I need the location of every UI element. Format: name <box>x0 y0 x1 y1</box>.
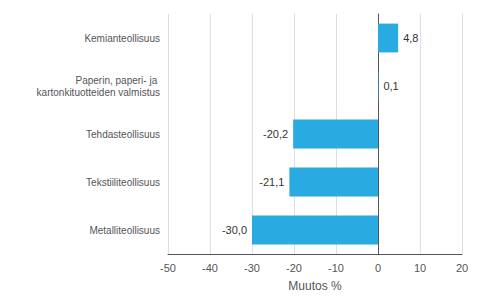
svg-text:Tehdasteollisuus: Tehdasteollisuus <box>86 129 160 140</box>
svg-text:Metalliteollisuus: Metalliteollisuus <box>89 225 160 236</box>
svg-text:Paperin, paperi- ja: Paperin, paperi- ja <box>76 75 161 86</box>
svg-text:-10: -10 <box>328 262 344 274</box>
svg-text:4,8: 4,8 <box>403 32 418 44</box>
svg-text:0: 0 <box>375 262 381 274</box>
svg-text:20: 20 <box>456 262 468 274</box>
svg-text:-30,0: -30,0 <box>222 224 247 236</box>
svg-text:Tekstiiliteollisuus: Tekstiiliteollisuus <box>86 177 160 188</box>
svg-text:-50: -50 <box>160 262 176 274</box>
svg-text:-20,2: -20,2 <box>263 128 288 140</box>
svg-text:-40: -40 <box>202 262 218 274</box>
svg-text:-21,1: -21,1 <box>259 176 284 188</box>
svg-text:-20: -20 <box>286 262 302 274</box>
svg-text:0,1: 0,1 <box>383 80 398 92</box>
svg-text:Muutos %: Muutos % <box>288 279 342 293</box>
svg-text:Kemianteollisuus: Kemianteollisuus <box>84 33 160 44</box>
svg-text:-30: -30 <box>244 262 260 274</box>
svg-text:10: 10 <box>414 262 426 274</box>
svg-text:kartonkituotteiden valmistus: kartonkituotteiden valmistus <box>37 87 160 98</box>
